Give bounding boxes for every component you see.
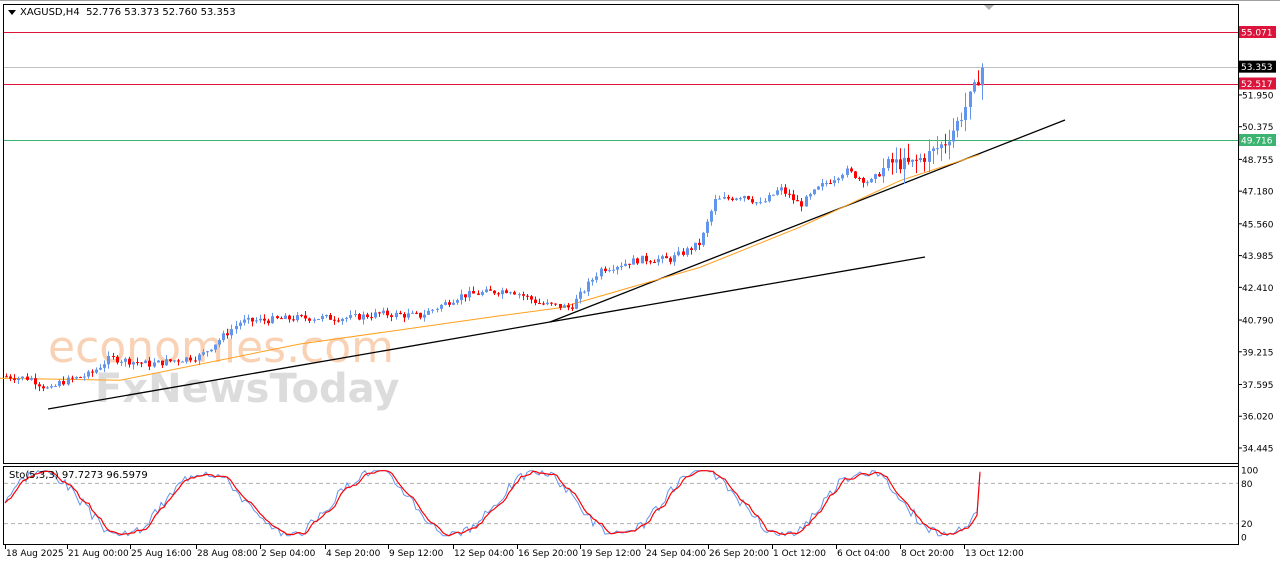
time-axis[interactable]: 18 Aug 2025 21 Aug 00:00 25 Aug 16:00 28 Au…: [5, 545, 1024, 559]
price-axis[interactable]: 51.950 50.375 48.755 47.180 45.560 43.985 42.4…: [1238, 4, 1276, 545]
stochastic-oscillator: [4, 469, 1238, 537]
candles: [5, 63, 984, 392]
price-tick-label: 39.215: [1242, 348, 1274, 358]
svg-text:20: 20: [1241, 520, 1253, 530]
time-tick-label: 12 Sep 04:00: [454, 549, 514, 559]
time-tick-label: 18 Aug 2025: [6, 549, 64, 559]
time-tick-label: 28 Aug 08:00: [197, 549, 258, 559]
resistance-1-price-tag: [1239, 77, 1276, 90]
stochastic-axis: 100 80 20 0: [1241, 467, 1258, 544]
price-tick-label: 51.950: [1242, 91, 1274, 101]
resistance-2-price-tag: [1239, 26, 1276, 38]
price-tick-label: 34.445: [1242, 445, 1274, 455]
price-tick-label: 36.020: [1242, 413, 1274, 423]
svg-text:100: 100: [1241, 467, 1258, 477]
horizontal-lines: [4, 32, 1238, 141]
time-tick-label: 25 Aug 16:00: [131, 549, 192, 559]
symbol-label: XAGUSD,H4: [20, 7, 80, 18]
svg-text:52.517: 52.517: [1241, 80, 1273, 90]
price-tick-label: 47.180: [1242, 188, 1274, 198]
price-tick-label: 48.755: [1242, 156, 1274, 166]
time-tick-label: 9 Sep 12:00: [389, 549, 444, 559]
time-tick-label: 8 Oct 20:00: [901, 549, 954, 559]
time-tick-label: 24 Sep 04:00: [646, 549, 706, 559]
price-tick-label: 37.595: [1242, 381, 1274, 391]
indicator-panel-border: [3, 466, 1239, 545]
support-1-price-tag: [1239, 134, 1276, 147]
price-tick-label: 45.560: [1242, 220, 1274, 230]
time-tick-label: 2 Sep 04:00: [261, 549, 316, 559]
svg-text:80: 80: [1241, 480, 1253, 490]
time-tick-label: 16 Sep 20:00: [518, 549, 578, 559]
svg-text:FxNewsToday: FxNewsToday: [95, 366, 399, 412]
main-panel-border: [3, 4, 1239, 464]
svg-text:55.071: 55.071: [1241, 29, 1273, 39]
svg-text:49.716: 49.716: [1241, 137, 1273, 147]
time-tick-label: 13 Oct 12:00: [965, 549, 1024, 559]
time-tick-label: 6 Oct 04:00: [837, 549, 890, 559]
time-tick-label: 1 Oct 12:00: [773, 549, 826, 559]
time-tick-label: 4 Sep 20:00: [326, 549, 381, 559]
current-price-price-tag: [1239, 60, 1276, 73]
trendlines[interactable]: [47, 119, 1066, 410]
price-tick-label: 42.410: [1242, 284, 1274, 294]
dropdown-triangle-icon[interactable]: [8, 9, 16, 15]
time-tick-label: 26 Sep 20:00: [709, 549, 769, 559]
time-tick-label: 21 Aug 00:00: [68, 549, 129, 559]
svg-text:0: 0: [1241, 534, 1247, 544]
ohlc-values: 52.776 53.373 52.760 53.353: [86, 7, 236, 18]
shift-marker-icon[interactable]: [984, 5, 994, 10]
price-tick-label: 43.985: [1242, 252, 1274, 262]
stochastic-label: Sto(5,3,3) 97.7273 96.5979: [9, 470, 148, 481]
trendline-long[interactable]: [47, 256, 926, 410]
time-tick-label: 19 Sep 12:00: [581, 549, 641, 559]
svg-text:53.353: 53.353: [1241, 63, 1273, 73]
price-tick-label: 40.790: [1242, 317, 1274, 327]
trendline-short[interactable]: [549, 119, 1066, 323]
chart-title: XAGUSD,H4 52.776 53.373 52.760 53.353: [8, 7, 236, 18]
price-tick-label: 50.375: [1242, 123, 1274, 133]
